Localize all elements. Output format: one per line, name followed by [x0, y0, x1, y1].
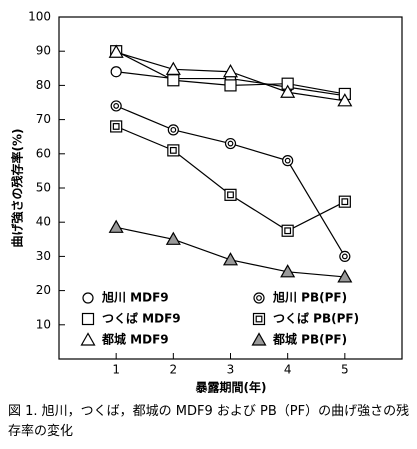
- marker: [337, 93, 353, 107]
- x-tick-label: 4: [284, 363, 292, 377]
- legend-marker: [80, 332, 96, 346]
- marker-inner: [284, 227, 292, 235]
- marker-inner: [284, 157, 291, 164]
- y-tick-label: 20: [36, 283, 51, 297]
- marker: [222, 252, 239, 266]
- marker-shape: [80, 332, 96, 346]
- x-axis-label: 暴露期間(年): [195, 380, 267, 395]
- legend-marker: [81, 312, 95, 326]
- marker-inner: [341, 198, 349, 206]
- marker-shape: [81, 312, 95, 326]
- marker-shape: [108, 219, 124, 233]
- marker: [222, 64, 239, 78]
- marker: [337, 269, 353, 283]
- marker-shape: [337, 93, 353, 107]
- marker: [339, 250, 351, 262]
- marker-shape: [280, 84, 296, 98]
- marker: [110, 100, 122, 112]
- chart: 曲げ強さの残存率(%) 暴露期間(年) 10 20 30 40 50 60 70 80 90 10…: [10, 10, 403, 395]
- x-tick-label: 2: [170, 363, 178, 377]
- x-tick-label: 5: [341, 363, 349, 377]
- marker-shape: [253, 292, 265, 304]
- marker: [281, 224, 294, 237]
- y-tick-label: 40: [36, 215, 51, 229]
- marker: [110, 120, 123, 133]
- marker-inner: [113, 103, 120, 109]
- marker-shape: [224, 137, 237, 150]
- marker: [165, 61, 181, 75]
- marker-shape: [337, 269, 353, 283]
- y-tick-label: 30: [36, 249, 51, 263]
- y-tick-label: 80: [36, 78, 51, 92]
- marker-shape: [282, 155, 294, 167]
- y-tick-label: 70: [36, 112, 51, 126]
- marker-inner: [169, 146, 177, 154]
- marker: [167, 144, 180, 157]
- marker-shape: [108, 44, 124, 58]
- marker-shape: [222, 252, 239, 266]
- marker-inner: [255, 315, 263, 323]
- marker-shape: [165, 61, 181, 75]
- y-tick-label: 100: [28, 10, 51, 24]
- marker-shape: [251, 332, 267, 346]
- marker-shape: [252, 312, 266, 326]
- marker-inner: [112, 123, 120, 130]
- marker-shape: [281, 224, 294, 237]
- marker: [165, 231, 181, 245]
- marker: [224, 79, 237, 92]
- marker-shape: [224, 79, 237, 92]
- marker-inner: [227, 191, 234, 199]
- marker-inner: [227, 140, 234, 147]
- y-tick-label: 60: [36, 146, 51, 160]
- marker: [108, 219, 124, 233]
- series-line: [115, 105, 346, 257]
- y-axis-label: 曲げ強さの残存率(%): [10, 129, 25, 248]
- marker-shape: [82, 292, 94, 304]
- marker: [280, 84, 296, 98]
- marker-shape: [167, 124, 179, 136]
- marker-inner: [170, 126, 177, 133]
- legend-label: 旭川 MDF9: [101, 290, 169, 305]
- marker-shape: [110, 100, 122, 112]
- marker-inner: [256, 295, 262, 301]
- marker: [280, 264, 296, 278]
- x-tick-label: 1: [112, 363, 120, 377]
- y-tick-label: 90: [36, 44, 51, 58]
- legend-label: 都城 PB(PF): [272, 332, 347, 347]
- legend-label: 旭川 PB(PF): [272, 290, 347, 305]
- marker: [108, 44, 124, 58]
- marker-shape: [339, 250, 351, 262]
- marker: [282, 155, 294, 167]
- marker-shape: [167, 144, 180, 157]
- marker-shape: [165, 231, 181, 245]
- marker-shape: [110, 120, 123, 133]
- marker: [167, 124, 179, 136]
- legend-label: つくば MDF9: [102, 311, 181, 326]
- marker-shape: [280, 264, 296, 278]
- legend-marker: [251, 332, 267, 346]
- x-tick-label: 3: [227, 363, 235, 377]
- marker-shape: [167, 74, 180, 87]
- y-tick-label: 10: [36, 317, 51, 331]
- y-tick-label: 50: [36, 181, 51, 195]
- marker-shape: [222, 64, 239, 78]
- legend-marker: [253, 292, 265, 304]
- marker-shape: [224, 188, 237, 201]
- marker-shape: [338, 195, 351, 208]
- legend-label: 都城 MDF9: [101, 332, 169, 347]
- marker-inner: [341, 253, 348, 260]
- marker: [224, 137, 237, 150]
- caption: 図 1. 旭川，つくば，都城の MDF9 および PB（PF）の曲げ強さの残存率…: [8, 404, 410, 439]
- legend-marker: [82, 292, 94, 304]
- marker: [110, 66, 122, 78]
- marker: [338, 195, 351, 208]
- legend-label: つくば PB(PF): [273, 311, 359, 326]
- marker: [224, 188, 237, 201]
- marker-shape: [110, 66, 122, 78]
- legend-marker: [252, 312, 266, 326]
- marker: [167, 74, 180, 87]
